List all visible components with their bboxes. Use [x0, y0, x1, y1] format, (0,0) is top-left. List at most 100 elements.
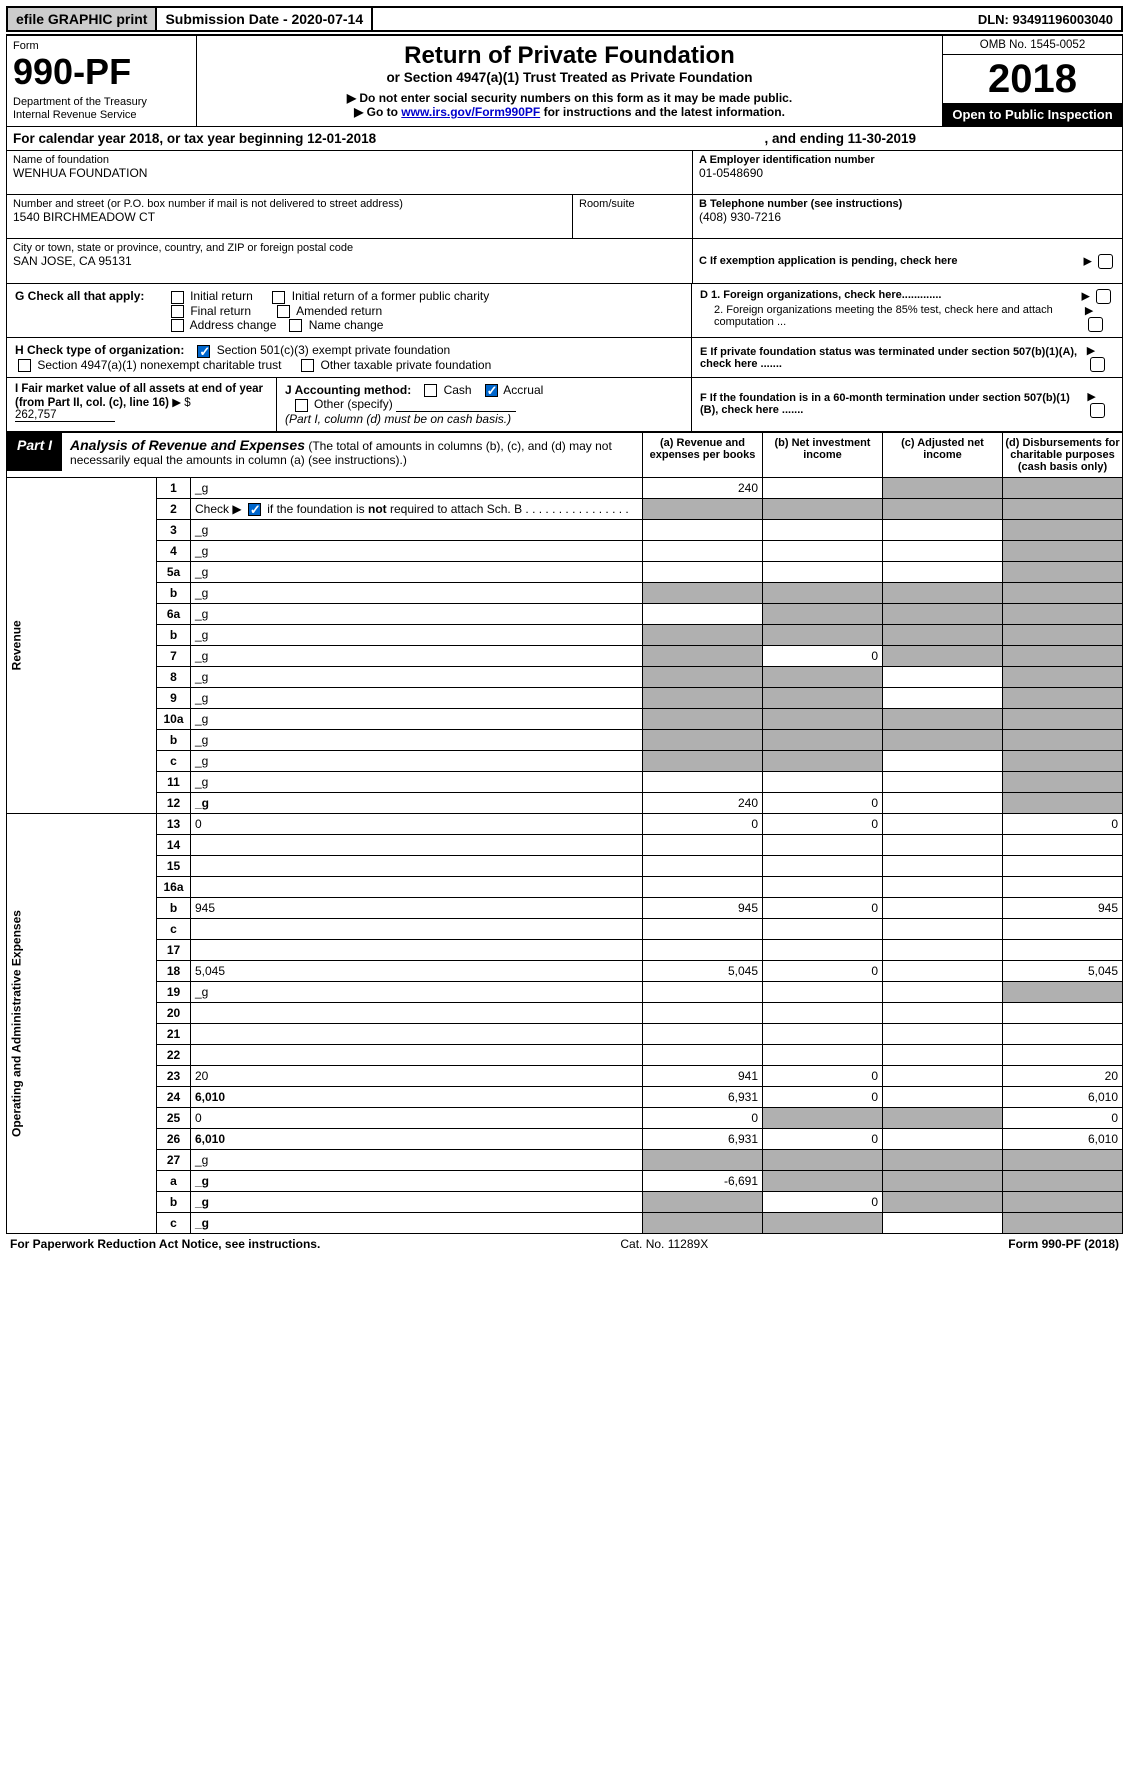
value-cell-b: 0 — [763, 1129, 883, 1150]
value-cell-d — [1003, 1150, 1123, 1171]
exemption-checkbox[interactable] — [1098, 254, 1113, 269]
table-row: 185,0455,04505,045 — [7, 961, 1123, 982]
part1-table: Part I Analysis of Revenue and Expenses … — [6, 432, 1123, 1234]
value-cell-b — [763, 919, 883, 940]
g-final-return-check[interactable] — [171, 305, 184, 318]
room-label: Room/suite — [579, 198, 686, 210]
d1-checkbox[interactable] — [1096, 289, 1111, 304]
address: 1540 BIRCHMEADOW CT — [13, 210, 566, 224]
col-c-header: (c) Adjusted net income — [883, 432, 1003, 477]
line-description: _g — [191, 751, 643, 772]
col-a-header: (a) Revenue and expenses per books — [643, 432, 763, 477]
line-description: 0 — [191, 1108, 643, 1129]
table-row: c_g — [7, 751, 1123, 772]
omb-number: OMB No. 1545-0052 — [943, 36, 1122, 55]
value-cell-b — [763, 940, 883, 961]
value-cell-a — [643, 709, 763, 730]
value-cell-a: 240 — [643, 793, 763, 814]
h-other-taxable-check[interactable] — [301, 359, 314, 372]
value-cell-d: 0 — [1003, 814, 1123, 835]
line-number: 1 — [157, 477, 191, 498]
f-checkbox[interactable] — [1090, 403, 1105, 418]
value-cell-c — [883, 835, 1003, 856]
line-description: Check ▶ if the foundation is not require… — [191, 498, 643, 519]
h-row: H Check type of organization: Section 50… — [6, 338, 1123, 378]
j-accrual-check[interactable] — [485, 384, 498, 397]
value-cell-d — [1003, 646, 1123, 667]
e-checkbox[interactable] — [1090, 357, 1105, 372]
h-4947-check[interactable] — [18, 359, 31, 372]
col-d-header: (d) Disbursements for charitable purpose… — [1003, 432, 1123, 477]
value-cell-a — [643, 940, 763, 961]
value-cell-d: 0 — [1003, 1108, 1123, 1129]
value-cell-c — [883, 1003, 1003, 1024]
line-description: 5,045 — [191, 961, 643, 982]
value-cell-b — [763, 1171, 883, 1192]
efile-btn[interactable]: efile GRAPHIC print — [8, 8, 157, 30]
g-amended-check[interactable] — [277, 305, 290, 318]
table-row: 2Check ▶ if the foundation is not requir… — [7, 498, 1123, 519]
value-cell-a — [643, 1045, 763, 1066]
value-cell-c — [883, 898, 1003, 919]
g-initial-former-check[interactable] — [272, 291, 285, 304]
f-label: F If the foundation is in a 60-month ter… — [700, 392, 1070, 416]
table-row: 22 — [7, 1045, 1123, 1066]
value-cell-d — [1003, 688, 1123, 709]
form-number: 990-PF — [13, 54, 190, 90]
value-cell-a: 6,931 — [643, 1087, 763, 1108]
value-cell-d: 6,010 — [1003, 1087, 1123, 1108]
value-cell-c — [883, 751, 1003, 772]
line-description — [191, 877, 643, 898]
value-cell-b — [763, 1108, 883, 1129]
schb-check[interactable] — [248, 503, 261, 516]
line-number: 3 — [157, 520, 191, 541]
part1-label: Part I — [7, 433, 62, 471]
irs-link[interactable]: www.irs.gov/Form990PF — [401, 105, 540, 119]
line-number: 17 — [157, 940, 191, 961]
line-description — [191, 856, 643, 877]
value-cell-b: 0 — [763, 814, 883, 835]
value-cell-b — [763, 1003, 883, 1024]
line-description: _g — [191, 793, 643, 814]
g-name-change-check[interactable] — [289, 319, 302, 332]
value-cell-c — [883, 541, 1003, 562]
value-cell-d — [1003, 520, 1123, 541]
value-cell-a — [643, 667, 763, 688]
value-cell-d — [1003, 919, 1123, 940]
table-row: c — [7, 919, 1123, 940]
line-number: 15 — [157, 856, 191, 877]
value-cell-c — [883, 709, 1003, 730]
value-cell-a — [643, 772, 763, 793]
table-row: Operating and Administrative Expenses130… — [7, 814, 1123, 835]
form-title: Return of Private Foundation — [207, 42, 932, 70]
h-501c3-check[interactable] — [197, 345, 210, 358]
form-subtitle: or Section 4947(a)(1) Trust Treated as P… — [207, 70, 932, 85]
d2-checkbox[interactable] — [1088, 317, 1103, 332]
value-cell-d: 6,010 — [1003, 1129, 1123, 1150]
value-cell-c — [883, 982, 1003, 1003]
g-initial-return-check[interactable] — [171, 291, 184, 304]
line-number: b — [157, 625, 191, 646]
footer: For Paperwork Reduction Act Notice, see … — [6, 1234, 1123, 1254]
value-cell-d — [1003, 856, 1123, 877]
value-cell-a — [643, 730, 763, 751]
table-row: 21 — [7, 1024, 1123, 1045]
g-address-change-check[interactable] — [171, 319, 184, 332]
value-cell-a — [643, 498, 763, 519]
j-other-check[interactable] — [295, 399, 308, 412]
footer-left: For Paperwork Reduction Act Notice, see … — [10, 1237, 320, 1251]
line-number: 18 — [157, 961, 191, 982]
e-label: E If private foundation status was termi… — [700, 346, 1077, 370]
value-cell-d — [1003, 730, 1123, 751]
value-cell-c — [883, 1171, 1003, 1192]
j-cash-check[interactable] — [424, 384, 437, 397]
table-row: 9_g — [7, 688, 1123, 709]
table-row: 19_g — [7, 982, 1123, 1003]
col-b-header: (b) Net investment income — [763, 432, 883, 477]
form-title-block: Return of Private Foundation or Section … — [197, 36, 942, 126]
value-cell-d — [1003, 772, 1123, 793]
table-row: Revenue1_g240 — [7, 477, 1123, 498]
value-cell-b — [763, 688, 883, 709]
phone-value: (408) 930-7216 — [699, 210, 1116, 224]
value-cell-a — [643, 583, 763, 604]
